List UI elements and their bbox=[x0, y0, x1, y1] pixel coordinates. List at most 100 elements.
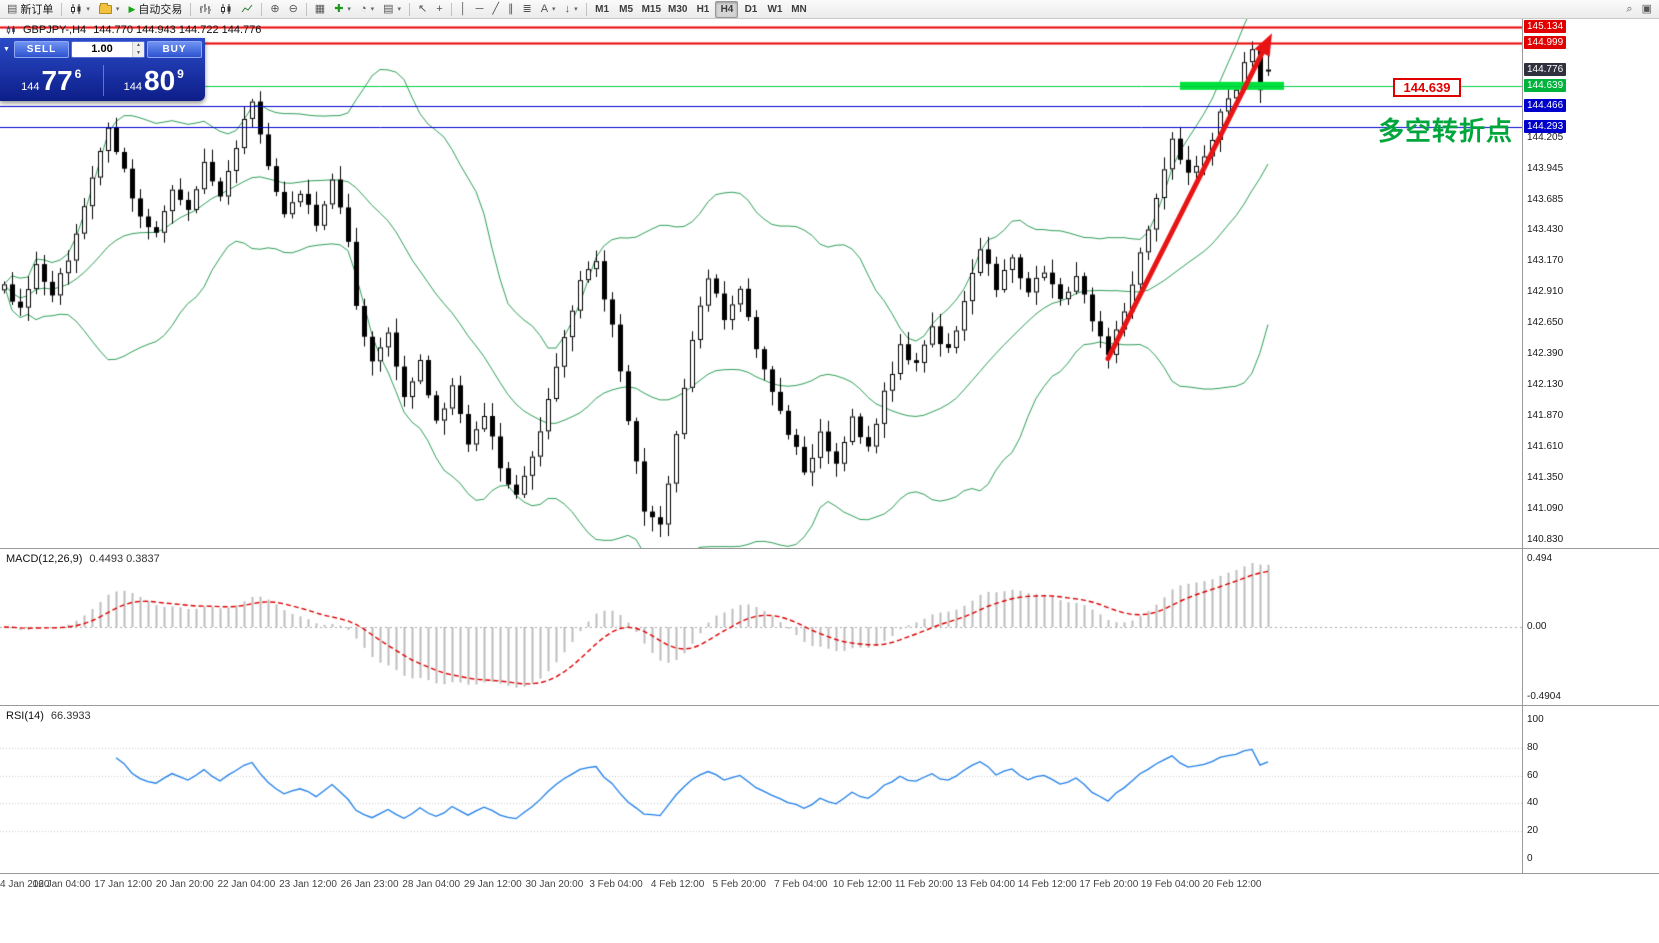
crosshair-button[interactable]: + bbox=[432, 1, 446, 18]
crosshair-icon: + bbox=[436, 2, 443, 15]
indicators-plus-icon: ✚ bbox=[334, 2, 344, 15]
stepper-up-icon[interactable]: ▲ bbox=[133, 41, 144, 49]
macd-indicator-label: MACD(12,26,9) 0.4493 0.3837 bbox=[6, 553, 160, 565]
panel-collapse-icon[interactable]: ▼ bbox=[3, 45, 10, 53]
line-chart-button[interactable] bbox=[237, 1, 257, 18]
indicators-button[interactable]: ✚ ▾ bbox=[330, 1, 355, 18]
timeframe-button-w1[interactable]: W1 bbox=[767, 3, 783, 15]
arrows-tool-button[interactable]: ↓ ▾ bbox=[561, 1, 582, 18]
axis-border-line bbox=[1522, 19, 1523, 873]
price-axis-marker: 144.639 bbox=[1524, 78, 1567, 92]
rsi-axis-label: 60 bbox=[1527, 769, 1539, 781]
timeframe-button-m30[interactable]: M30 bbox=[668, 3, 688, 15]
time-axis-label: 19 Feb 04:00 bbox=[1140, 879, 1200, 890]
timeframe-button-mn[interactable]: MN bbox=[791, 3, 807, 15]
trendline-button[interactable]: ╱ bbox=[488, 1, 503, 18]
price-level-callout: 144.639 bbox=[1393, 78, 1461, 97]
new-order-label: 新订单 bbox=[20, 4, 54, 16]
new-chart-button[interactable]: ▾ bbox=[66, 1, 94, 18]
stepper-down-icon[interactable]: ▼ bbox=[133, 49, 144, 57]
window-layout-button[interactable]: ▣ bbox=[1638, 1, 1656, 18]
new-order-icon: ▤ bbox=[7, 2, 18, 15]
toolbar-separator bbox=[61, 2, 63, 16]
profiles-button[interactable]: ▾ bbox=[95, 1, 124, 18]
time-axis-label: 20 Jan 20:00 bbox=[155, 879, 214, 890]
arrows-tool-icon: ↓ bbox=[564, 2, 571, 15]
chevron-down-icon: ▾ bbox=[347, 6, 351, 13]
rsi-axis-label: 40 bbox=[1527, 797, 1539, 809]
horizontal-line-button[interactable]: ─ bbox=[472, 1, 488, 18]
time-axis-label: 3 Feb 04:00 bbox=[589, 879, 643, 890]
chart-ohlc-readout: GBPJPY-,H4 144.770 144.943 144.722 144.7… bbox=[6, 24, 261, 36]
time-axis[interactable]: 4 Jan 2020 16 Jan 04:00 17 Jan 12:00 20 Jan… bbox=[0, 873, 1659, 895]
rsi-axis-label: 100 bbox=[1527, 714, 1544, 725]
cursor-button[interactable]: ↖ bbox=[414, 1, 431, 18]
chevron-down-icon: ▾ bbox=[574, 6, 578, 13]
toolbar-separator bbox=[261, 2, 263, 16]
sell-price-sup: 6 bbox=[74, 66, 82, 81]
sell-button[interactable]: SELL bbox=[14, 40, 69, 58]
channel-button[interactable]: ∥ bbox=[504, 1, 518, 18]
macd-values: 0.4493 0.3837 bbox=[89, 553, 160, 565]
price-axis-label: 141.350 bbox=[1527, 471, 1564, 483]
time-axis-label: 29 Jan 12:00 bbox=[463, 879, 522, 890]
lot-size-input[interactable] bbox=[72, 41, 132, 57]
new-order-button[interactable]: ▤ 新订单 bbox=[3, 1, 57, 18]
fibonacci-icon: ≣ bbox=[522, 2, 532, 15]
chevron-down-icon: ▾ bbox=[370, 6, 375, 13]
time-axis-label: 13 Feb 04:00 bbox=[956, 879, 1016, 890]
price-axis-label: 143.945 bbox=[1527, 162, 1564, 174]
time-axis-label: 14 Feb 12:00 bbox=[1017, 879, 1077, 890]
price-axis-marker: 144.293 bbox=[1524, 120, 1567, 134]
buy-price-display[interactable]: 144 80 9 bbox=[103, 60, 206, 101]
chart-symbol-label: GBPJPY-,H4 bbox=[23, 24, 87, 36]
rsi-canvas[interactable] bbox=[0, 706, 1522, 873]
chart-ohlc-values: 144.770 144.943 144.722 144.776 bbox=[93, 24, 262, 36]
time-axis-label: 16 Jan 04:00 bbox=[32, 879, 91, 890]
templates-button[interactable]: ▤ ▾ bbox=[379, 1, 405, 18]
periods-button[interactable]: ◔ ▾ bbox=[356, 1, 378, 18]
sell-price-big: 77 bbox=[41, 64, 73, 96]
timeframe-button-d1[interactable]: D1 bbox=[744, 3, 758, 15]
price-axis-marker: 145.134 bbox=[1524, 19, 1567, 33]
fibonacci-button[interactable]: ≣ bbox=[518, 1, 535, 18]
vertical-line-button[interactable]: │ bbox=[456, 1, 471, 18]
time-axis-label: 30 Jan 20:00 bbox=[525, 879, 584, 890]
timeframe-button-h4[interactable]: H4 bbox=[715, 0, 739, 18]
price-chart-panel[interactable]: GBPJPY-,H4 144.770 144.943 144.722 144.7… bbox=[0, 19, 1659, 548]
macd-panel[interactable]: MACD(12,26,9) 0.4493 0.3837 0.494 0.00 -0.… bbox=[0, 548, 1659, 705]
search-button[interactable]: ⌕ bbox=[1622, 1, 1636, 18]
line-chart-icon bbox=[241, 4, 253, 13]
timeframe-button-m1[interactable]: M1 bbox=[595, 3, 610, 15]
price-axis-marker: 144.466 bbox=[1524, 99, 1567, 113]
text-tool-icon: A bbox=[540, 2, 549, 15]
rsi-panel[interactable]: RSI(14) 66.3933 100 80 60 40 20 0 bbox=[0, 705, 1659, 873]
time-axis-label: 17 Jan 12:00 bbox=[94, 879, 153, 890]
macd-canvas[interactable] bbox=[0, 549, 1522, 705]
buy-button[interactable]: BUY bbox=[147, 40, 202, 58]
bar-chart-button[interactable] bbox=[195, 1, 215, 18]
cursor-icon: ↖ bbox=[418, 2, 428, 15]
tile-windows-button[interactable]: ▦ bbox=[311, 1, 329, 18]
timeframe-button-m15[interactable]: M15 bbox=[641, 3, 662, 15]
price-axis-label: 141.610 bbox=[1527, 440, 1564, 452]
timeframe-button-m5[interactable]: M5 bbox=[619, 3, 634, 15]
text-tool-button[interactable]: A ▾ bbox=[537, 1, 560, 18]
timeframe-button-h1[interactable]: H1 bbox=[696, 3, 710, 15]
candlestick-chart-button[interactable] bbox=[216, 1, 236, 18]
zoom-out-icon: ⊖ bbox=[288, 2, 298, 15]
template-icon: ▤ bbox=[383, 2, 394, 15]
time-axis-label: 28 Jan 04:00 bbox=[402, 879, 461, 890]
chevron-down-icon: ▾ bbox=[397, 6, 402, 13]
rsi-axis-label: 80 bbox=[1527, 741, 1539, 753]
price-axis-label: 143.685 bbox=[1527, 193, 1564, 205]
zoom-in-button[interactable]: ⊕ bbox=[266, 1, 283, 18]
time-axis-label: 4 Feb 12:00 bbox=[650, 879, 705, 890]
zoom-out-button[interactable]: ⊖ bbox=[285, 1, 302, 18]
price-chart-canvas[interactable] bbox=[0, 19, 1522, 548]
autotrading-button[interactable]: ▶ 自动交易 bbox=[124, 1, 186, 18]
sell-price-display[interactable]: 144 77 6 bbox=[0, 60, 103, 101]
clock-icon: ◔ bbox=[359, 2, 367, 15]
buy-price-prefix: 144 bbox=[123, 80, 142, 93]
